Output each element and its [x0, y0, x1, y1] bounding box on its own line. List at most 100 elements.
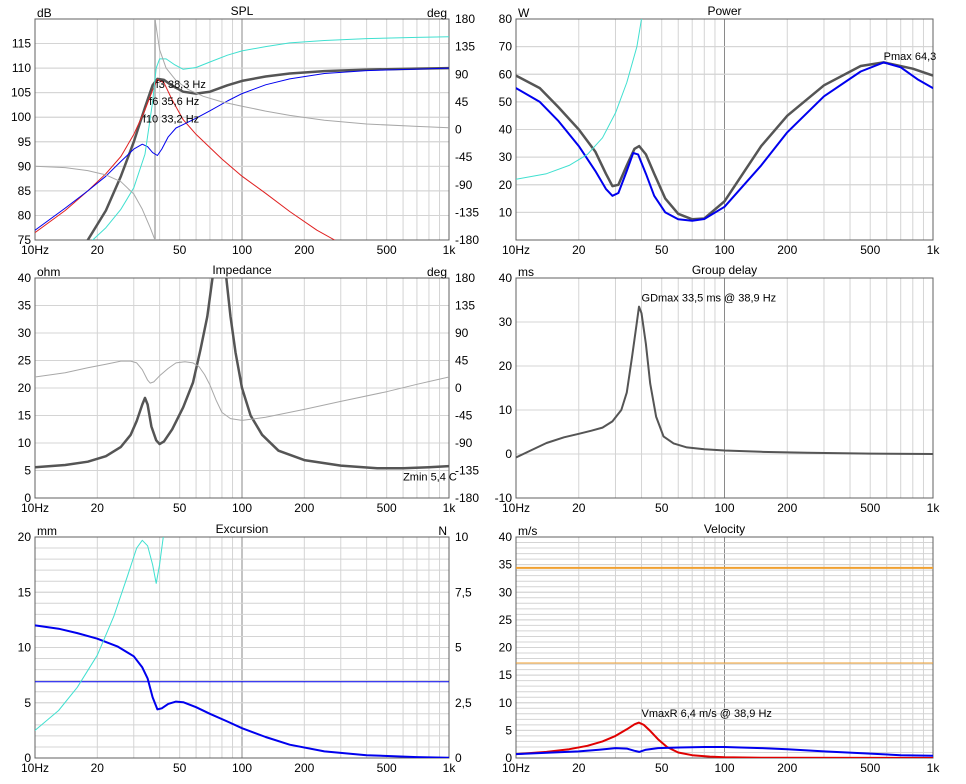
y-tick-label: 40: [18, 271, 32, 285]
y2-tick-label: 5: [455, 641, 462, 655]
y-tick-label: 80: [499, 12, 513, 26]
y2-tick-label: -45: [455, 150, 473, 164]
y2-tick-label: 0: [455, 381, 462, 395]
y-tick-label: 5: [24, 464, 31, 478]
series-line: [516, 305, 933, 459]
x-tick-label: 500: [860, 501, 880, 515]
chart-title: Excursion: [216, 522, 269, 536]
right-unit-label: deg: [427, 6, 447, 20]
series-line: [35, 537, 164, 731]
x-tick-label: 100: [714, 761, 734, 775]
annotation-label: GDmax 33,5 ms @ 38,9 Hz: [642, 292, 777, 304]
series-line: [516, 19, 643, 180]
grid-velocity: [515, 536, 934, 759]
y2-tick-label: -90: [455, 178, 473, 192]
y-tick-label: 30: [18, 326, 32, 340]
x-tick-label: 100: [232, 501, 252, 515]
series-line: [35, 78, 336, 240]
x-tick-label: 10Hz: [21, 501, 49, 515]
x-tick-label: 100: [232, 761, 252, 775]
y-tick-label: 85: [18, 184, 32, 198]
x-tick-label: 200: [777, 761, 797, 775]
series-group: [35, 19, 449, 240]
y-tick-label: 10: [18, 436, 32, 450]
y2-tick-label: -135: [455, 205, 479, 219]
y2-tick-label: 45: [455, 95, 469, 109]
series-line: [516, 61, 933, 221]
x-tick-label: 1k: [927, 761, 941, 775]
x-tick-label: 20: [91, 501, 105, 515]
x-tick-label: 1k: [443, 243, 457, 257]
series-group: [516, 305, 933, 459]
y-tick-label: 75: [18, 233, 32, 247]
series-line: [35, 624, 449, 758]
x-tick-label: 50: [655, 761, 669, 775]
y2-tick-label: -180: [455, 233, 479, 247]
x-tick-label: 50: [173, 501, 187, 515]
series-line: [154, 19, 449, 129]
annotation-label: Pmax 64,3: [884, 51, 937, 63]
y-tick-label: 15: [499, 668, 513, 682]
left-unit-label: ms: [518, 265, 534, 279]
x-tick-label: 500: [377, 761, 397, 775]
x-tick-label: 20: [91, 761, 105, 775]
y-tick-label: -10: [495, 491, 513, 505]
y-tick-label: 50: [499, 95, 513, 109]
x-tick-label: 10Hz: [502, 761, 530, 775]
series-line: [92, 36, 449, 240]
x-tick-label: 50: [173, 243, 187, 257]
series-line: [516, 61, 933, 222]
y-tick-label: 20: [499, 359, 513, 373]
y-tick-label: 95: [18, 135, 32, 149]
y2-tick-label: 0: [455, 751, 462, 765]
chart-group_delay: Group delay ms -10 0 10 20 30 40 10Hz 20 50 100 200 5…: [495, 263, 941, 515]
x-tick-label: 10Hz: [502, 243, 530, 257]
x-tick-label: 1k: [927, 243, 941, 257]
grid-spl: [34, 18, 450, 241]
x-tick-label: 20: [572, 761, 586, 775]
x-tick-label: 200: [294, 501, 314, 515]
chart-spl: SPL dB deg 75 80 85 90 95 100 105 110 115 180 135 90 45…: [11, 4, 479, 257]
annotation-label: VmaxR 6,4 m/s @ 38,9 Hz: [642, 708, 772, 720]
y2-tick-label: 7,5: [455, 585, 472, 599]
y2-tick-label: 135: [455, 40, 475, 54]
y-tick-label: 90: [18, 159, 32, 173]
series-group: [35, 278, 449, 470]
plot-frame: [515, 18, 934, 241]
y-tick-label: 5: [505, 723, 512, 737]
x-tick-label: 200: [294, 243, 314, 257]
x-tick-label: 200: [294, 761, 314, 775]
chart-impedance: Impedance ohm deg 0 5 10 15 20 25 30 35 40 180 135 90 4…: [18, 263, 480, 515]
x-tick-label: 1k: [443, 501, 457, 515]
y-tick-label: 70: [499, 40, 513, 54]
x-tick-label: 500: [377, 243, 397, 257]
grid-group_delay: [515, 277, 934, 499]
y-tick-label: 25: [499, 613, 513, 627]
chart-title: Group delay: [692, 263, 757, 277]
left-unit-label: m/s: [518, 524, 537, 538]
y-tick-label: 5: [24, 696, 31, 710]
plot-frame: [34, 277, 450, 499]
plot-frame: [34, 536, 450, 759]
y-tick-label: 80: [18, 208, 32, 222]
x-tick-label: 500: [860, 243, 880, 257]
x-tick-label: 500: [860, 761, 880, 775]
y-tick-label: 0: [505, 447, 512, 461]
left-unit-label: W: [518, 6, 530, 20]
series-line: [225, 278, 449, 470]
y-tick-label: 35: [499, 558, 513, 572]
y-tick-label: 30: [499, 585, 513, 599]
y-tick-label: 110: [12, 61, 31, 75]
y-tick-label: 40: [499, 530, 513, 544]
y2-tick-label: 135: [455, 299, 475, 313]
x-tick-label: 10Hz: [21, 761, 49, 775]
y-tick-label: 15: [18, 409, 32, 423]
y2-tick-label: 45: [455, 354, 469, 368]
series-line: [35, 67, 449, 231]
y2-tick-label: -45: [455, 409, 473, 423]
y-tick-label: 0: [24, 751, 31, 765]
x-tick-label: 200: [777, 501, 797, 515]
chart-title: Impedance: [212, 263, 272, 277]
x-tick-label: 500: [377, 501, 397, 515]
